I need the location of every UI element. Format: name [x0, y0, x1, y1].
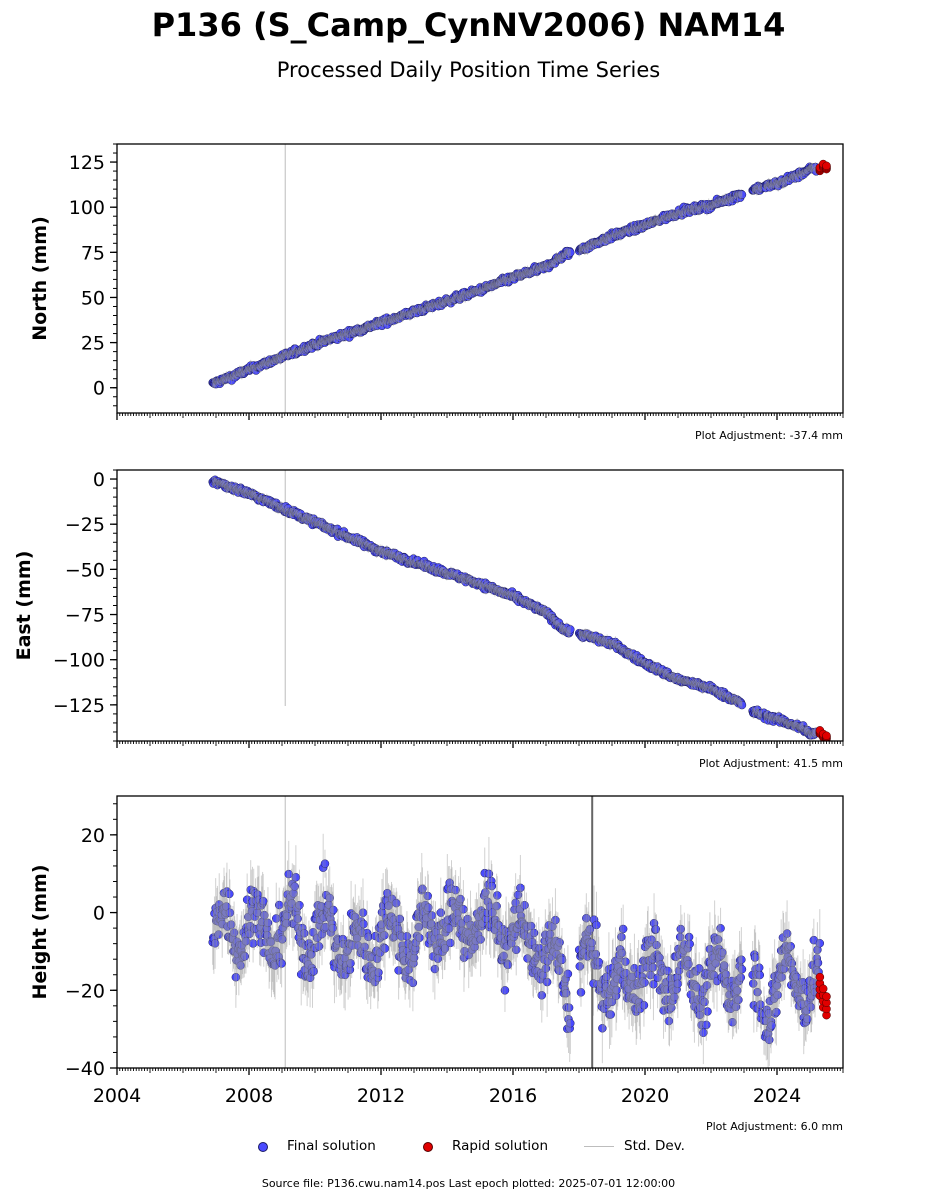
north-panel: 0 25 50 75 100 125 North (mm) Plot Adjustment: …	[29, 143, 844, 442]
north-ytick-label: 125	[69, 152, 105, 174]
north-ytick-label: 25	[81, 333, 105, 355]
north-final-points	[208, 162, 821, 389]
north-rapid-points	[815, 159, 831, 176]
east-ytick-label: −75	[65, 605, 105, 627]
north-axis-label: North (mm)	[29, 216, 51, 341]
north-ytick-label: 75	[81, 242, 105, 264]
east-panel: 0 −25 −50 −75 −100 −125 East (mm) Plot Adjustme…	[13, 469, 844, 770]
rapid-solution-point	[822, 731, 831, 741]
east-ytick-label: −50	[65, 559, 105, 581]
height-plot-area	[208, 796, 831, 1068]
north-ytick-label: 50	[81, 287, 105, 309]
east-ytick-label: 0	[93, 469, 105, 491]
final-solution-point	[566, 248, 575, 257]
east-ytick-label: −125	[53, 695, 105, 717]
chart-title: P136 (S_Camp_CynNV2006) NAM14	[151, 6, 786, 44]
east-ytick-label: −25	[65, 514, 105, 536]
east-ytick-label: −100	[53, 650, 105, 672]
north-ytick-label: 0	[93, 378, 105, 400]
east-plot-adjustment: Plot Adjustment: 41.5 mm	[699, 757, 843, 770]
north-plot-adjustment: Plot Adjustment: -37.4 mm	[695, 429, 843, 442]
rapid-solution-point	[822, 161, 831, 171]
north-ytick-label: 100	[69, 197, 105, 219]
chart-subtitle: Processed Daily Position Time Series	[276, 58, 661, 82]
north-plot-area	[208, 144, 831, 413]
east-axis-label: East (mm)	[13, 551, 35, 661]
east-plot-area	[208, 470, 831, 741]
